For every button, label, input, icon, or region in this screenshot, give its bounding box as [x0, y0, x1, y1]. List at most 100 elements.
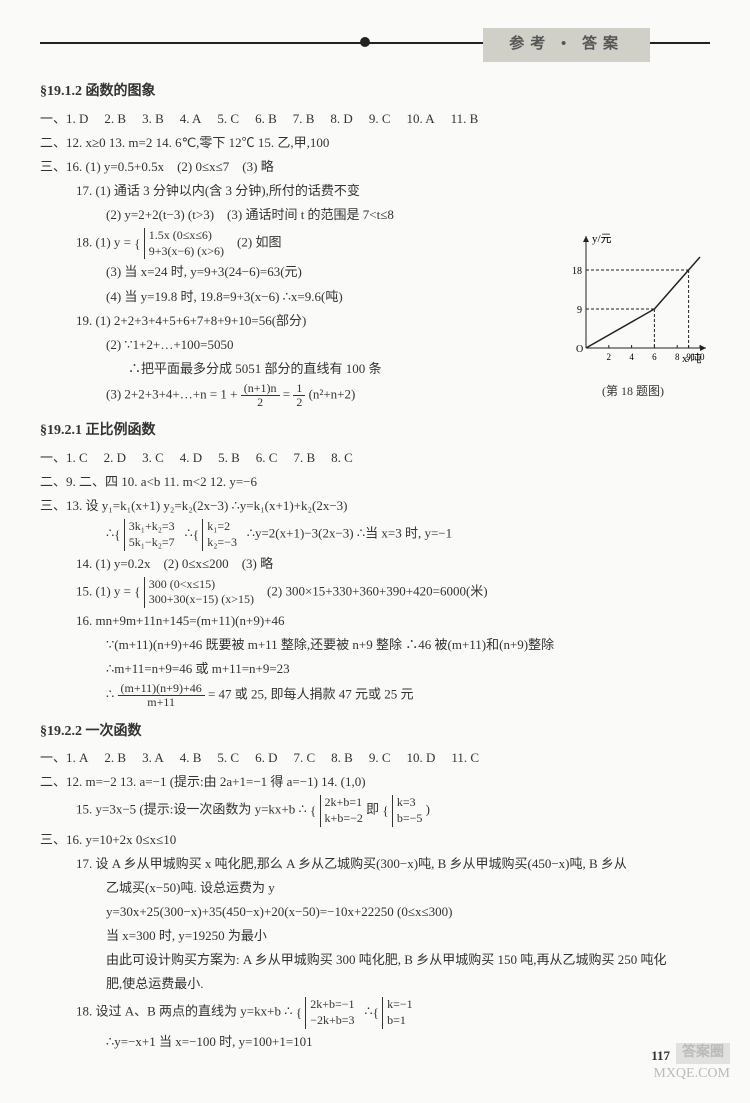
s3q15-eq1: 2k+b=1 k+b=−2	[320, 795, 363, 826]
s3q15-eq1a: 2k+b=1	[325, 795, 363, 809]
mc-item: 8. C	[331, 447, 353, 469]
frac3: (m+11)(n+9)+46 m+11	[118, 682, 205, 709]
s2q14-lead: 14.	[76, 556, 92, 571]
chart-caption: (第 18 题图)	[558, 381, 708, 401]
header-band: 参考 • 答案	[40, 30, 710, 66]
s2q15-p1: (1) y =	[96, 583, 132, 598]
q17-p3: (3) 通话时间 t 的范围是 7<t≤8	[227, 207, 394, 222]
s2q16-p4a: ∴	[106, 687, 114, 702]
s2q14-p2: (2) 0≤x≤200	[164, 556, 229, 571]
mc-item: 7. B	[293, 447, 315, 469]
s3q15-eq1b: k+b=−2	[325, 811, 363, 825]
sec3-mc-row: 一、1. A2. B3. A4. B5. C6. D7. C8. B9. C10…	[40, 747, 710, 769]
s3q17-p2: 乙城买(x−50)吨. 设总运费为 y	[40, 877, 710, 899]
frac3-den: m+11	[118, 696, 205, 709]
s2q15-p2: (2) 300×15+330+360+390+420=6000(米)	[267, 583, 488, 598]
brace-icon: {	[310, 800, 316, 822]
mc-item: 8. D	[330, 108, 352, 130]
s2q15-cases: 300 (0<x≤15) 300+30(x−15) (x>15)	[144, 577, 254, 608]
s3q16: 三、16. y=10+2x 0≤x≤10	[40, 829, 710, 851]
sec1-fill-row: 二、12. x≥0 13. m=2 14. 6℃,零下 12℃ 15. 乙,甲,…	[40, 132, 710, 154]
s2q16: 16. mn+9m+11n+145=(m+11)(n+9)+46	[40, 610, 710, 632]
s3q18-eq1b: −2k+b=3	[310, 1013, 354, 1027]
q16-p3: (3) 略	[242, 159, 273, 174]
q19-p3a: (3) 2+2+3+4+…+n = 1 +	[106, 387, 237, 402]
mc-item: 6. C	[256, 447, 278, 469]
s2q13-p2: ∴y=2(x+1)−3(2x−3) ∴当 x=3 时, y=−1	[247, 526, 452, 541]
svg-text:10: 10	[696, 352, 706, 362]
s2q15-b1: 300 (0<x≤15)	[149, 577, 215, 591]
s2q13-eq1b: 5k₁−k₂=7	[129, 535, 175, 549]
q18-lead: 18.	[76, 235, 92, 250]
mc-item: 5. C	[217, 747, 239, 769]
q18-chart: y/元x/吨O9182468910 (第 18 题图)	[558, 230, 708, 400]
mc-item: 10. A	[406, 108, 434, 130]
s3q15: 15. y=3x−5 (提示:设一次函数为 y=kx+b ∴ { 2k+b=1 …	[40, 795, 710, 826]
s2q15-lead: 15.	[76, 583, 92, 598]
s2q13-eq2b: k₂=−3	[207, 535, 237, 549]
q18-cases: 1.5x (0≤x≤6) 9+3(x−6) (x>6)	[144, 228, 224, 259]
mc-item: 4. A	[180, 108, 202, 130]
mc-item: 2. B	[104, 747, 126, 769]
q18-case2: 9+3(x−6) (x>6)	[149, 244, 224, 258]
s3q17-p1t: 设 A 乡从甲城购买 x 吨化肥,那么 A 乡从乙城购买(300−x)吨, B …	[96, 856, 627, 871]
q17-p1: (1) 通话 3 分钟以内(含 3 分钟),所付的话费不变	[96, 183, 360, 198]
sec1-mc-row: 一、1. D2. B3. B4. A5. C6. B7. B8. D9. C10…	[40, 108, 710, 130]
mc-item: 10. D	[406, 747, 435, 769]
q19-p1: (1) 2+2+3+4+5+6+7+8+9+10=56(部分)	[96, 313, 307, 328]
mc-item: 6. B	[255, 108, 277, 130]
q16-p2: (2) 0≤x≤7	[177, 159, 229, 174]
q17-lead: 17.	[76, 183, 92, 198]
mc-item: 7. B	[293, 108, 315, 130]
q18-p1c: (2) 如图	[237, 235, 281, 250]
frac1: (n+1)n 2	[241, 382, 280, 409]
svg-text:9: 9	[686, 352, 691, 362]
svg-text:8: 8	[675, 352, 680, 362]
svg-text:y/元: y/元	[592, 233, 612, 245]
mc-item: 2. B	[104, 108, 126, 130]
mc-item: 3. B	[142, 108, 164, 130]
s2q13-eq: ∴{ 3k₁+k₂=3 5k₁−k₂=7 ∴{ k₁=2 k₂=−3 ∴y=2(…	[40, 519, 710, 550]
mc-item: 一、1. C	[40, 447, 88, 469]
sec2-mc-row: 一、1. C2. D3. C4. D5. B6. C7. B8. C	[40, 447, 710, 469]
mc-item: 5. B	[218, 447, 240, 469]
s2q16-p1: mn+9m+11n+145=(m+11)(n+9)+46	[96, 613, 285, 628]
s3q15-end: )	[426, 802, 430, 817]
mc-item: 11. B	[451, 108, 479, 130]
s3q15-eq2b: b=−5	[397, 811, 423, 825]
mc-item: 6. D	[255, 747, 277, 769]
svg-text:18: 18	[572, 266, 582, 277]
s3q17-p5: 由此可设计购买方案为: A 乡从甲城购买 300 吨化肥, B 乡从甲城购买 1…	[40, 949, 710, 971]
mc-item: 4. D	[180, 447, 202, 469]
q16: 三、16. (1) y=0.5+0.5x (2) 0≤x≤7 (3) 略	[40, 156, 710, 178]
svg-text:2: 2	[607, 352, 612, 362]
svg-text:9: 9	[577, 305, 582, 316]
s2q13-eq1: 3k₁+k₂=3 5k₁−k₂=7	[124, 519, 175, 550]
s2q13-eq1a: 3k₁+k₂=3	[129, 519, 175, 533]
s3q17-p4: 当 x=300 时, y=19250 为最小	[40, 925, 710, 947]
s2q13-eq2: k₁=2 k₂=−3	[202, 519, 237, 550]
mc-item: 2. D	[104, 447, 126, 469]
s2q14-p3: (3) 略	[242, 556, 273, 571]
s3q17-p3: y=30x+25(300−x)+35(450−x)+20(x−50)=−10x+…	[40, 901, 710, 923]
brace-icon: {	[134, 581, 140, 603]
s3q15-p1: y=3x−5 (提示:设一次函数为 y=kx+b ∴	[96, 802, 307, 817]
s3q18-eq2: k=−1 b=1	[382, 997, 413, 1028]
q17: 17. (1) 通话 3 分钟以内(含 3 分钟),所付的话费不变	[40, 180, 710, 202]
mc-item: 8. B	[331, 747, 353, 769]
mc-item: 7. C	[293, 747, 315, 769]
q17-p2: (2) y=2+2(t−3) (t>3)	[106, 207, 214, 222]
q16-lead: 三、16.	[40, 159, 82, 174]
s2q14: 14. (1) y=0.2x (2) 0≤x≤200 (3) 略	[40, 553, 710, 575]
watermark-l1: 答案圈	[676, 1043, 730, 1064]
s2q13-lead: 三、13.	[40, 498, 82, 513]
sec3-fill-row: 二、12. m=−2 13. a=−1 (提示:由 2a+1=−1 得 a=−1…	[40, 771, 710, 793]
header-title: 参考 • 答案	[483, 28, 650, 62]
frac2-den: 2	[293, 396, 305, 409]
s2q15: 15. (1) y = { 300 (0<x≤15) 300+30(x−15) …	[40, 577, 710, 608]
s2q16-p2: ∵(m+11)(n+9)+46 既要被 m+11 整除,还要被 n+9 整除 ∴…	[40, 634, 710, 656]
s2q16-lead: 16.	[76, 613, 92, 628]
s3q15-lead: 15.	[76, 802, 92, 817]
s3q18-eq1a: 2k+b=−1	[310, 997, 354, 1011]
s2q16-p4: ∴ (m+11)(n+9)+46 m+11 = 47 或 25, 即每人捐款 4…	[40, 682, 710, 709]
